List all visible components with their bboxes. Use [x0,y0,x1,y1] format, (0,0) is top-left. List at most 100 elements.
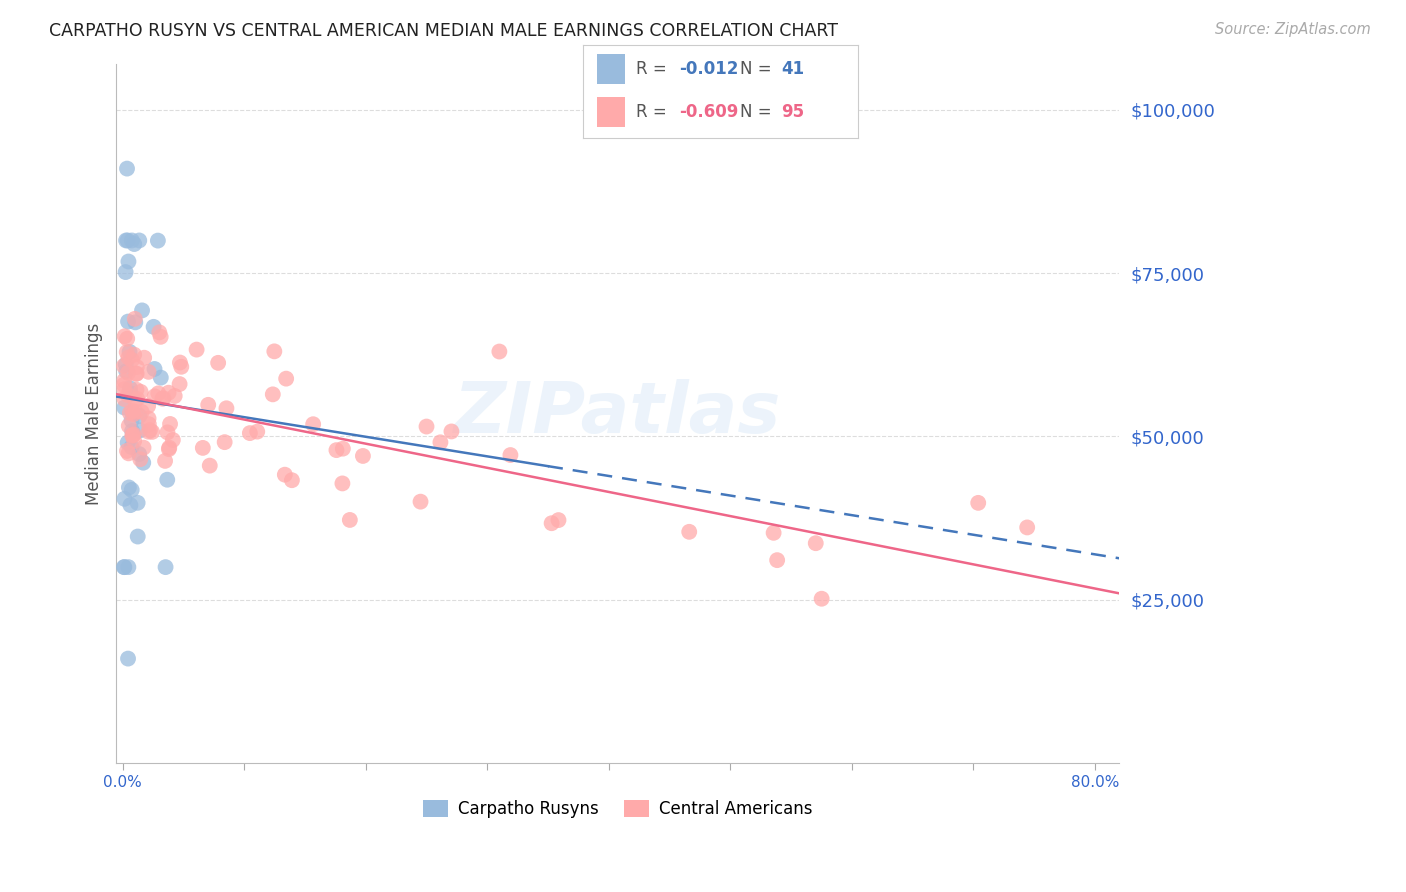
Point [117,560,139,574]
Point [118,418,141,433]
Point [112,374,135,388]
Point [115,364,138,378]
Point [122,434,145,449]
Point [112,377,135,392]
Point [215,401,238,416]
Point [124,315,146,329]
Point [276,371,298,385]
Point [153,454,176,468]
Point [274,467,297,482]
Point [352,449,374,463]
Point [118,406,141,420]
Point [124,405,146,419]
Point [121,424,143,438]
Point [114,329,136,343]
Point [762,525,785,540]
Point [127,529,149,543]
Point [142,319,165,334]
Point [114,358,136,372]
Point [157,385,180,400]
Text: -0.012: -0.012 [679,60,738,78]
Text: N =: N = [740,60,776,78]
Point [114,491,136,506]
Point [766,553,789,567]
Point [415,419,437,434]
Point [114,265,136,279]
Point [117,254,139,268]
Point [125,383,148,397]
Point [139,423,162,437]
Point [148,386,170,401]
Point [488,344,510,359]
Point [118,480,141,494]
Point [120,498,142,512]
Point [124,311,146,326]
Point [128,447,150,461]
Point [115,332,138,346]
Point [157,441,180,455]
Point [115,161,138,176]
Point [332,476,354,491]
Point [325,443,347,458]
Point [141,425,163,439]
Point [121,353,143,368]
Point [112,359,135,373]
Point [246,425,269,439]
Point [191,441,214,455]
Point [131,405,153,419]
Text: Source: ZipAtlas.com: Source: ZipAtlas.com [1215,22,1371,37]
Point [149,330,172,344]
Point [155,560,177,574]
Point [129,452,152,467]
Point [143,389,166,403]
Point [121,234,143,248]
Point [132,456,155,470]
Point [132,441,155,455]
Point [117,366,139,380]
Point [118,381,141,395]
Point [117,234,139,248]
Point [127,392,149,406]
Point [547,513,569,527]
Point [125,367,148,381]
Point [129,424,152,438]
Point [156,473,179,487]
Point [148,326,170,340]
Point [122,427,145,442]
Point [162,433,184,447]
Point [128,234,150,248]
Point [1017,520,1039,534]
Point [117,351,139,365]
Point [678,524,700,539]
Point [122,428,145,442]
Point [281,473,304,487]
Point [128,409,150,423]
Point [440,425,463,439]
Point [169,355,191,369]
Point [121,440,143,454]
Point [115,444,138,458]
Point [122,407,145,421]
Point [134,351,156,365]
Point [138,425,160,439]
Point [540,516,562,531]
Point [198,458,221,473]
Point [207,356,229,370]
Point [117,435,139,450]
Legend: Carpatho Rusyns, Central Americans: Carpatho Rusyns, Central Americans [416,793,820,825]
Point [214,435,236,450]
Bar [598,54,624,84]
Point [263,344,285,359]
Point [121,429,143,443]
Point [138,411,160,425]
Point [131,303,153,318]
Point [129,384,152,399]
Point [124,393,146,408]
Point [121,483,143,497]
Point [157,442,180,456]
Point [117,446,139,460]
Bar [598,97,624,127]
Point [163,389,186,403]
Point [125,367,148,381]
Point [239,426,262,441]
